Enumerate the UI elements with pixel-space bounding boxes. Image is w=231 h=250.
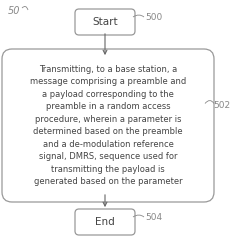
Text: 502: 502 [212, 101, 229, 110]
Text: Start: Start [92, 17, 117, 27]
Text: End: End [95, 217, 114, 227]
Text: 50: 50 [8, 6, 20, 16]
FancyBboxPatch shape [75, 209, 134, 235]
FancyBboxPatch shape [75, 9, 134, 35]
Text: 504: 504 [144, 214, 161, 222]
Text: Transmitting, to a base station, a
message comprising a preamble and
a payload c: Transmitting, to a base station, a messa… [30, 65, 185, 186]
Text: 500: 500 [144, 14, 161, 22]
FancyBboxPatch shape [2, 49, 213, 202]
